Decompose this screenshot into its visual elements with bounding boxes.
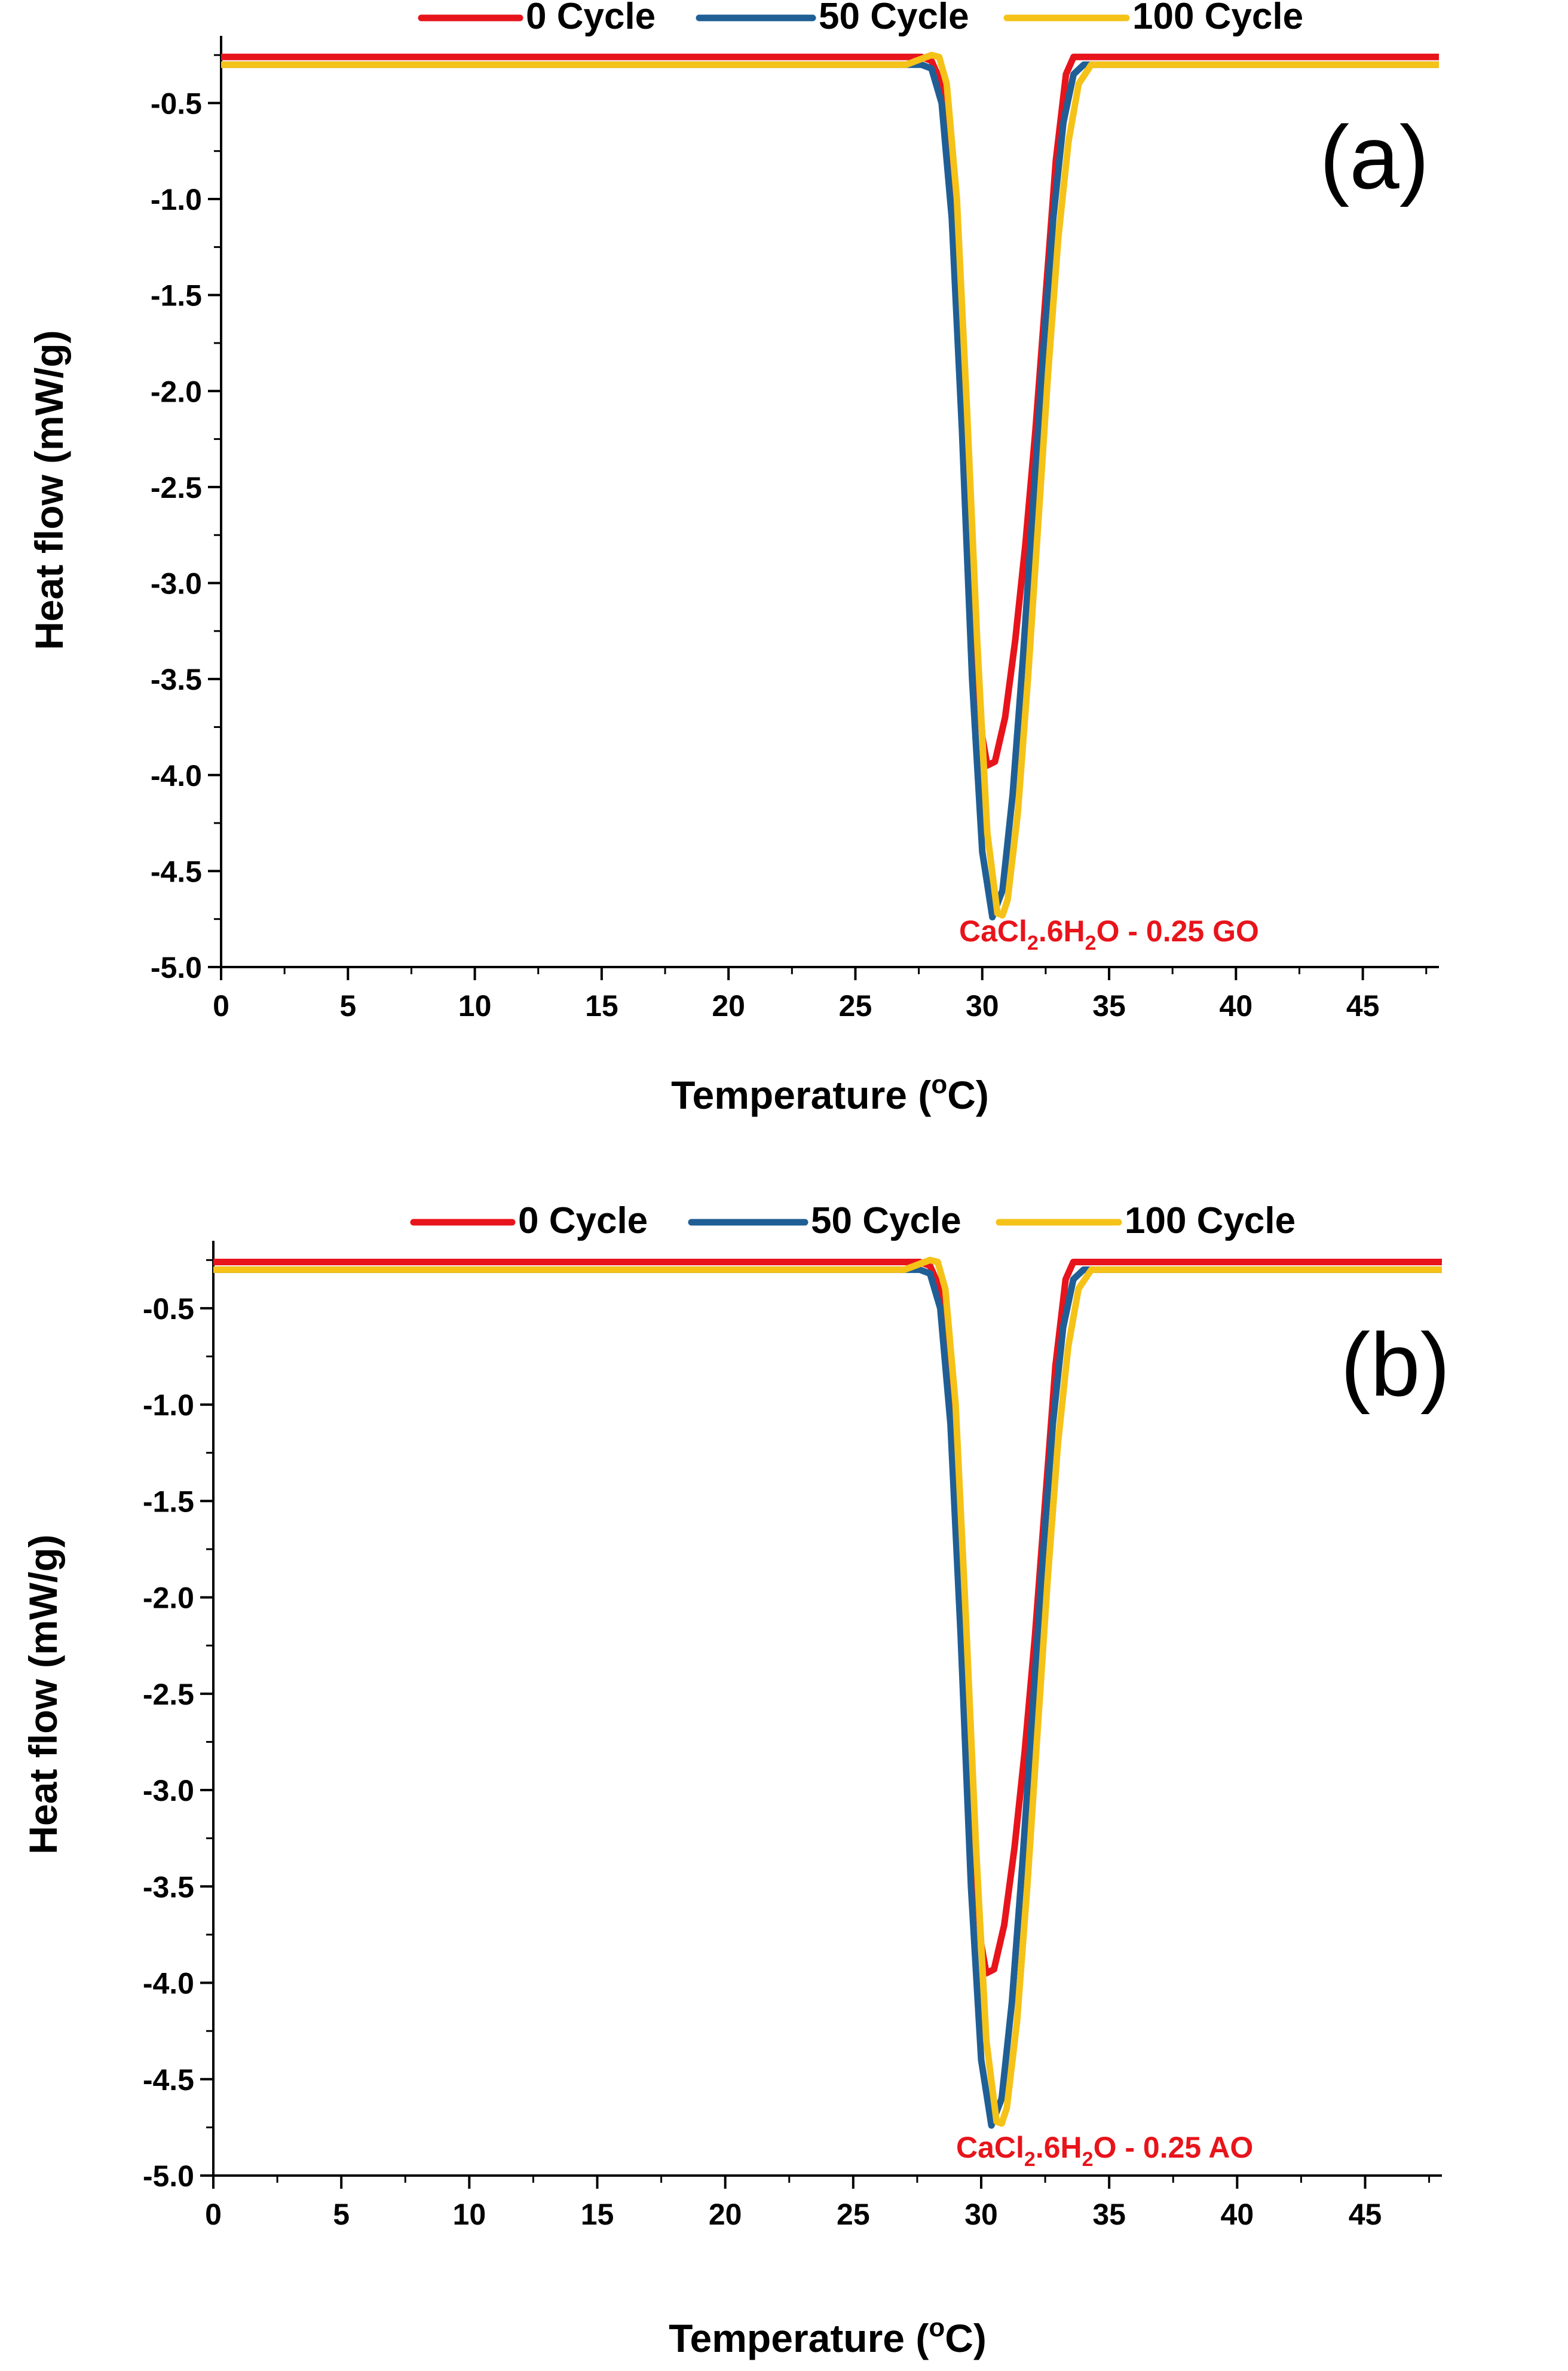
y-tick-label: -2.5	[151, 471, 202, 504]
chart-panel-b: 0 5 10 15 20 25 30 35 40 45 -5.0 -4.5 -4.0 -3.5 -3.0 -2…	[21, 1200, 1450, 2360]
y-tick-label: -3.0	[151, 567, 202, 601]
x-tick-label: 40	[1220, 989, 1253, 1023]
y-tick-label: -2.5	[143, 1678, 194, 1711]
y-tick-label: -2.0	[143, 1581, 194, 1615]
legend-label-50-cycle: 50 Cycle	[811, 1200, 961, 1241]
panel-label: (b)	[1340, 1314, 1450, 1415]
x-tick-label: 40	[1221, 2198, 1254, 2231]
x-tick-label: 0	[205, 2198, 222, 2231]
series-line-0-cycle	[221, 53, 1439, 769]
series-line-0-cycle	[213, 1259, 1442, 1977]
y-tick-label: -3.5	[143, 1870, 194, 1904]
x-tick-label: 5	[333, 2198, 350, 2231]
sample-annotation: CaCl2.6H2O - 0.25 GO	[959, 914, 1259, 954]
y-tick-label: -2.0	[151, 375, 202, 408]
x-tick-label: 0	[213, 989, 229, 1023]
x-tick-label: 30	[964, 2198, 998, 2231]
y-tick-label: -5.0	[143, 2159, 194, 2193]
legend-label-0-cycle: 0 Cycle	[518, 1200, 648, 1241]
y-tick-label: -4.5	[143, 2063, 194, 2097]
x-tick-label: 45	[1349, 2198, 1382, 2231]
y-tick-label: -1.5	[143, 1485, 194, 1518]
y-tick-label: -1.0	[151, 183, 202, 216]
x-tick-label: 10	[453, 2198, 486, 2231]
x-tick-label: 45	[1346, 989, 1380, 1023]
series-group	[213, 1256, 1442, 2129]
y-tick-label: -4.0	[143, 1967, 194, 2000]
x-tick-label: 20	[709, 2198, 742, 2231]
x-axis-title: Temperature (oC)	[671, 1070, 989, 1117]
y-tick-label: -1.5	[151, 279, 202, 313]
y-axis-title: Heat flow (mW/g)	[21, 1534, 65, 1854]
series-line-100-cycle	[221, 51, 1439, 919]
x-tick-label: 5	[339, 989, 356, 1023]
y-tick-label: -3.5	[151, 663, 202, 696]
series-line-50-cycle	[221, 61, 1439, 920]
y-tick-label: -4.5	[151, 855, 202, 888]
panel-label: (a)	[1319, 107, 1429, 207]
y-tick-label: -1.0	[143, 1388, 194, 1422]
y-axis-title: Heat flow (mW/g)	[27, 330, 71, 650]
sample-annotation: CaCl2.6H2O - 0.25 AO	[956, 2131, 1253, 2171]
x-axis-title: Temperature (oC)	[669, 2313, 987, 2360]
series-group	[221, 51, 1439, 920]
x-tick-label: 25	[839, 989, 872, 1023]
legend-label-50-cycle: 50 Cycle	[819, 0, 969, 37]
y-tick-label: -0.5	[143, 1292, 194, 1326]
chart-panel-a: 0 5 10 15 20 25 30 35 40 45 -5.0 -4.5 -4.0 -3.5 -3.0 -2…	[27, 0, 1439, 1117]
y-tick-label: -0.5	[151, 87, 202, 120]
legend-label-100-cycle: 100 Cycle	[1125, 1200, 1296, 1241]
x-tick-label: 15	[585, 989, 618, 1023]
y-tick-label: -5.0	[151, 951, 202, 984]
y-tick-label: -3.0	[143, 1774, 194, 1807]
x-tick-label: 35	[1092, 2198, 1126, 2231]
series-line-100-cycle	[213, 1256, 1442, 2127]
x-tick-label: 15	[581, 2198, 614, 2231]
y-tick-label: -4.0	[151, 759, 202, 793]
legend-label-100-cycle: 100 Cycle	[1132, 0, 1303, 37]
x-tick-label: 20	[712, 989, 745, 1023]
x-tick-label: 35	[1092, 989, 1126, 1023]
x-tick-label: 10	[458, 989, 492, 1023]
x-tick-label: 25	[837, 2198, 870, 2231]
series-line-50-cycle	[213, 1266, 1442, 2129]
x-tick-label: 30	[966, 989, 999, 1023]
legend-label-0-cycle: 0 Cycle	[526, 0, 656, 37]
